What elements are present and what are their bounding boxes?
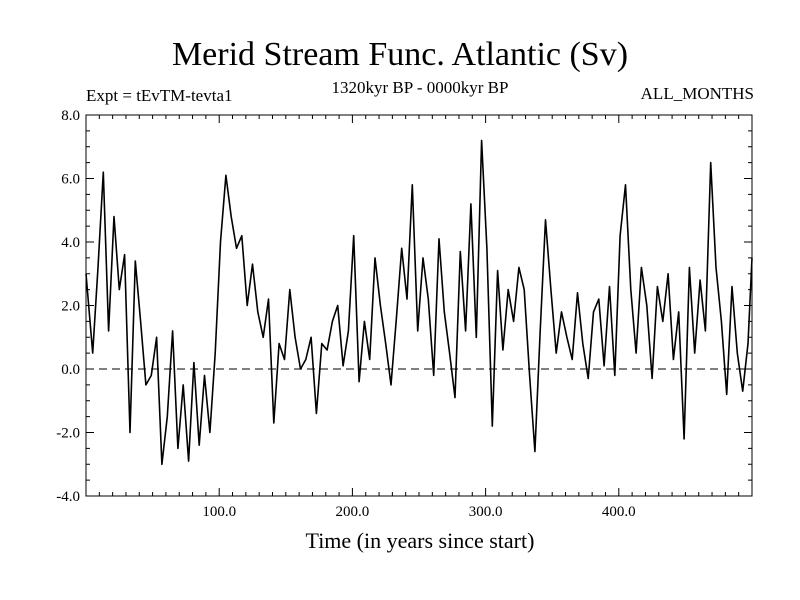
data-series-line [85, 139, 753, 466]
y-tick-label: 0.0 [61, 362, 80, 378]
y-tick-label: 2.0 [61, 299, 80, 315]
x-tick-label: 200.0 [336, 504, 370, 520]
y-tick-label: -4.0 [56, 489, 80, 505]
y-tick-label: 4.0 [61, 235, 80, 251]
experiment-label: Expt = tEvTM-tevta1 [86, 86, 233, 105]
x-tick-label: 100.0 [202, 504, 236, 520]
time-range-label: 1320kyr BP - 0000kyr BP [331, 78, 509, 97]
x-tick-label: 300.0 [469, 504, 503, 520]
x-tick-label: 400.0 [602, 504, 636, 520]
y-tick-label: 8.0 [61, 108, 80, 124]
chart-title: Merid Stream Func. Atlantic (Sv) [171, 36, 629, 73]
months-label: ALL_MONTHS [640, 84, 754, 103]
y-tick-label: -2.0 [56, 426, 80, 442]
x-axis-label: Time (in years since start) [305, 528, 535, 553]
y-tick-label: 6.0 [61, 172, 80, 188]
